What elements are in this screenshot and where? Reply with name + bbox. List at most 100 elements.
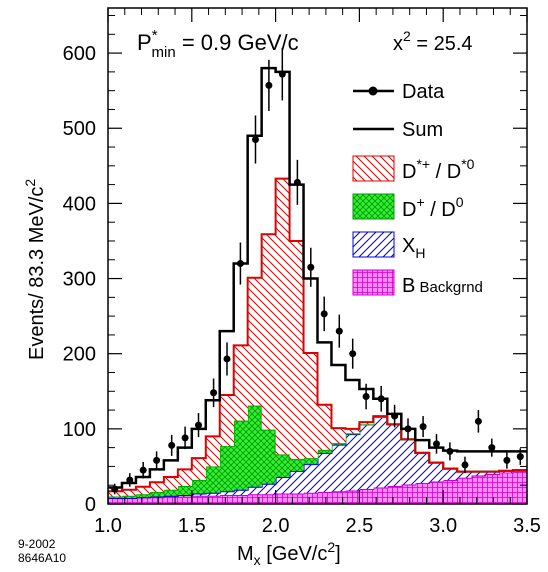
legend-dstar-label: D*+ / D*0 [402,156,475,183]
bar-d-star-17 [345,428,360,434]
data-point-26 [474,410,482,433]
bar-d-charged-neutral-8 [219,446,234,492]
footnote-id: 8646A10 [18,551,66,565]
x-axis-title: Mx [GeV/c2] [237,539,341,568]
bar-d-charged-neutral-15 [317,449,332,453]
bar-xh-24 [443,468,458,480]
bar-xh-12 [275,476,290,494]
bar-b-background-15 [317,491,332,504]
data-points [111,47,524,495]
bar-xh-13 [289,470,304,494]
bar-d-star-8 [219,395,234,447]
bar-d-charged-neutral-11 [261,429,276,484]
legend-dstar: D*+ / D*0 [352,155,475,183]
bar-b-background-3 [149,497,165,504]
bar-d-star-10 [247,277,262,406]
bar-b-background-13 [289,493,304,504]
legend-bbkg-label: B Backgrnd [402,275,483,297]
stacked-components [108,177,527,504]
data-point-18 [362,383,370,410]
bar-xh-16 [331,444,346,492]
chi2-annotation: x2 = 25.4 [393,28,473,55]
y-tick-label-3: 300 [63,269,96,291]
bar-xh-11 [261,483,276,495]
legend-xh: XH [352,231,425,261]
data-point-29 [516,448,524,465]
bar-xh-15 [317,452,332,492]
bar-xh-14 [303,464,318,493]
bar-d-star-9 [233,345,248,421]
data-point-8 [223,342,231,376]
pmin-sup: * [152,27,158,44]
bar-d-charged-neutral-10 [247,405,262,487]
data-point-12 [278,47,286,101]
bar-xh-26 [471,471,486,476]
chi2-main: x [393,33,403,55]
x-tick-label-4: 3.0 [429,515,457,537]
bar-b-background-14 [303,492,318,504]
bar-xh-22 [415,452,430,483]
bar-b-background-17 [345,490,360,504]
bar-d-charged-neutral-4 [163,489,179,496]
data-point-3 [153,451,161,470]
pmin-annotation: P* min = 0.9 GeV/c [137,27,299,61]
data-point-19 [377,386,385,412]
x-tick-label-1: 1.5 [178,515,206,537]
bar-b-background-19 [373,487,388,504]
data-point-15 [320,296,328,332]
bar-b-background-18 [359,488,374,504]
bar-b-background-25 [457,477,472,504]
bar-b-background-7 [205,495,221,504]
bar-b-background-26 [471,475,486,504]
bar-d-star-18 [359,422,374,425]
outline-d-star [108,177,527,493]
bar-d-star-6 [191,458,207,480]
legend: Data Sum D*+ / D*0 D+ / D0 XH [352,81,483,297]
bar-b-background-8 [219,494,234,504]
bar-d-charged-neutral-6 [191,479,207,494]
x-tick-label-0: 1.0 [94,515,122,537]
chi2-value: = 25.4 [411,33,473,55]
series-d-star [108,177,527,497]
pmin-main: P [137,30,152,55]
bar-d-star-4 [163,476,179,490]
bar-d-charged-neutral-9 [233,420,248,490]
bar-xh-21 [401,439,416,485]
bar-d-charged-neutral-12 [275,454,290,477]
data-point-21 [404,418,412,440]
pmin-value: = 0.9 GeV/c [176,30,299,55]
bar-d-charged-neutral-5 [177,485,193,495]
y-tick-label-1: 100 [63,419,96,441]
y-tick-label-5: 500 [63,118,96,140]
bar-b-background-16 [331,491,346,504]
bar-xh-8 [219,491,234,495]
bar-d-star-7 [205,436,221,467]
legend-sum-label: Sum [402,119,443,141]
bar-xh-6 [191,493,207,496]
x-tick-label-5: 3.5 [513,515,541,537]
bar-xh-27 [485,471,500,474]
bar-d-star-5 [177,469,193,486]
x-axis: 1.0 1.5 2.0 2.5 3.0 3.5 [94,8,541,537]
bar-b-background-20 [387,485,402,504]
footnote-date: 9-2002 [18,537,56,551]
data-point-5 [181,426,189,450]
y-axis-title: Events/ 83.3 MeV/c2 [22,179,48,360]
y-axis: 0 100 200 300 400 500 600 [63,15,527,516]
bar-b-background-24 [443,479,458,504]
data-point-22 [419,416,427,438]
bar-b-background-11 [261,494,276,504]
bar-b-background-12 [275,493,290,504]
data-point-25 [461,456,469,474]
bar-b-background-4 [163,496,179,504]
bar-d-star-15 [317,404,332,450]
bar-b-background-29 [513,470,527,504]
data-point-17 [349,338,357,369]
bar-d-star-11 [261,234,276,430]
bar-xh-10 [247,486,262,495]
data-point-13 [293,159,301,205]
bar-b-background-1 [121,497,137,504]
bar-b-background-21 [401,484,416,504]
series-xh [108,415,527,499]
